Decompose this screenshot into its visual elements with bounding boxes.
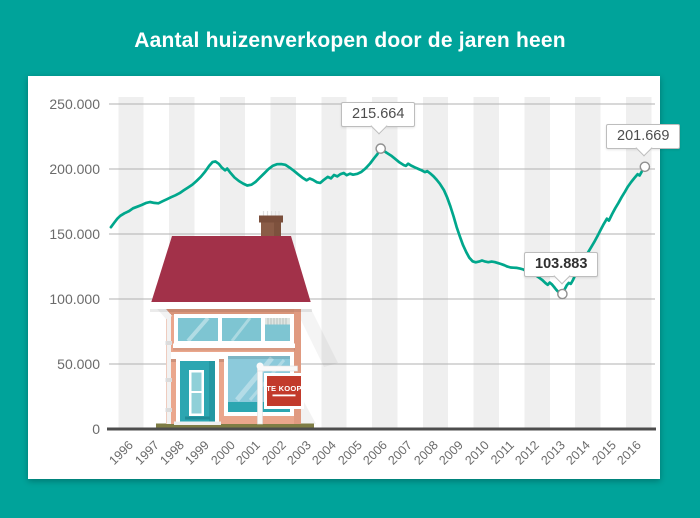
marker-point[interactable] bbox=[375, 143, 387, 154]
upper-window-mullion bbox=[218, 318, 222, 341]
upper-window-sill bbox=[173, 343, 295, 348]
shutter-slats bbox=[267, 318, 287, 325]
pipe-bracket bbox=[165, 408, 172, 412]
y-tick-label: 100.000 bbox=[49, 291, 100, 307]
downpipe bbox=[166, 314, 171, 424]
glass-streak bbox=[235, 356, 274, 402]
pipe-bracket bbox=[165, 378, 172, 382]
door-shade bbox=[209, 361, 215, 424]
line-chart: TE KOOP bbox=[107, 97, 656, 431]
y-tick-label: 200.000 bbox=[49, 161, 100, 177]
fascia bbox=[150, 302, 312, 309]
fascia-shadow bbox=[150, 309, 312, 312]
te-koop-sign: TE KOOP bbox=[256, 362, 304, 425]
upper-window-mullion bbox=[261, 318, 265, 341]
sign-underline bbox=[272, 394, 296, 397]
wall-right-shade bbox=[294, 306, 301, 424]
annotation-2013-low: 103.883 bbox=[524, 252, 599, 277]
data-point-markers[interactable] bbox=[375, 143, 651, 300]
house-illustration: TE KOOP bbox=[150, 211, 338, 430]
sales-line-series[interactable] bbox=[109, 147, 647, 296]
sign-board-red bbox=[267, 376, 301, 406]
ground-strip bbox=[156, 423, 314, 430]
annotation-label: 215.664 bbox=[352, 106, 405, 122]
big-window-lintel-shadow bbox=[228, 356, 290, 359]
y-tick-label: 150.000 bbox=[49, 226, 100, 242]
annotation-label: 103.883 bbox=[535, 256, 588, 272]
te-koop-sign-text: TE KOOP bbox=[266, 384, 302, 393]
chimney-grate bbox=[262, 211, 280, 216]
pipe-bracket bbox=[165, 341, 172, 345]
annotation-2006-peak: 215.664 bbox=[341, 102, 416, 127]
door-step bbox=[174, 421, 221, 425]
y-tick-label: 0 bbox=[92, 421, 100, 437]
y-tick-label: 250.000 bbox=[49, 96, 100, 112]
annotation-2016-end: 201.669 bbox=[606, 124, 681, 149]
door-mail-slot bbox=[185, 416, 210, 420]
door-lintel bbox=[171, 352, 224, 359]
glass-streak bbox=[230, 317, 252, 342]
marker-point[interactable] bbox=[639, 161, 651, 173]
wall-eave-shade bbox=[166, 306, 301, 315]
roof bbox=[151, 236, 311, 303]
sill-shadow bbox=[173, 348, 295, 351]
door-glass-divider bbox=[191, 391, 202, 393]
roof-shadow bbox=[296, 303, 338, 367]
y-tick-label: 50.000 bbox=[57, 356, 100, 372]
page-title: Aantal huizenverkopen door de jaren heen bbox=[134, 29, 566, 52]
marker-point[interactable] bbox=[557, 288, 568, 300]
glass-streak bbox=[186, 316, 210, 343]
annotation-label: 201.669 bbox=[617, 128, 670, 144]
